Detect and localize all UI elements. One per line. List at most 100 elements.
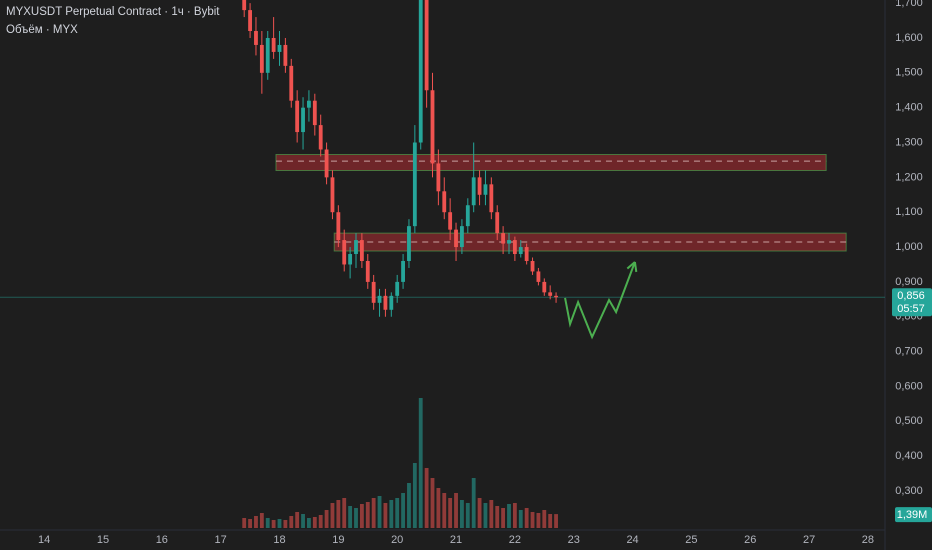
- candle-body: [365, 260, 370, 282]
- candle-body: [489, 184, 494, 213]
- candle-body: [483, 184, 488, 195]
- x-tick-label: 18: [273, 534, 285, 546]
- candle-body: [295, 100, 300, 133]
- candle-body: [460, 226, 464, 248]
- volume-bar: [407, 483, 411, 528]
- plot: [0, 0, 885, 528]
- candle-body: [318, 125, 323, 150]
- candle-body: [448, 212, 453, 230]
- y-tick-label: 0,600: [895, 380, 923, 392]
- candle-body: [436, 163, 441, 192]
- volume-bar: [548, 514, 553, 528]
- volume-bar: [412, 463, 417, 528]
- x-tick-label: 15: [97, 534, 109, 546]
- x-tick-label: 17: [215, 534, 227, 546]
- volume-bar: [430, 478, 435, 528]
- candle-body: [324, 149, 329, 178]
- volume-bar: [507, 504, 511, 528]
- y-tick-label: 0,500: [895, 415, 923, 427]
- volume-bar: [248, 519, 252, 528]
- x-tick-label: 16: [156, 534, 168, 546]
- y-tick-label: 1,600: [895, 32, 923, 44]
- candle-body: [518, 247, 523, 255]
- candle-body: [271, 37, 276, 52]
- x-tick-label: 24: [626, 534, 638, 546]
- projection-line: [564, 261, 636, 340]
- candle-body: [507, 240, 511, 244]
- x-tick-label: 19: [332, 534, 344, 546]
- volume-badge-label: 1,39M: [897, 509, 928, 521]
- candle-body: [407, 226, 411, 261]
- volume-bar: [365, 502, 370, 528]
- volume-bar: [483, 503, 488, 528]
- candle-body: [418, 0, 423, 143]
- volume-bar: [354, 508, 358, 528]
- volume-bar: [471, 478, 476, 528]
- volume-bar: [383, 503, 388, 528]
- volume-bar: [460, 500, 464, 528]
- volume-bar: [495, 506, 500, 528]
- y-tick-label: 1,400: [895, 102, 923, 114]
- volume-bar: [289, 516, 294, 528]
- candle-body: [277, 44, 282, 52]
- volume-bar: [477, 498, 482, 528]
- candle-body: [454, 229, 458, 248]
- candle-body: [512, 240, 517, 255]
- volume-bar: [489, 500, 494, 528]
- volume-bar: [318, 515, 323, 528]
- candle-body: [389, 295, 394, 310]
- candle-body: [424, 0, 429, 91]
- candle-body: [348, 254, 353, 265]
- volume-bar: [448, 498, 453, 528]
- volume-bar: [536, 513, 541, 528]
- volume-bar: [359, 504, 364, 528]
- volume-bar: [518, 510, 523, 528]
- volume-bar: [542, 510, 547, 528]
- y-tick-label: 0,700: [895, 345, 923, 357]
- candle-body: [259, 44, 264, 73]
- candle-body: [471, 177, 476, 206]
- candle-body: [283, 44, 288, 66]
- volume-bar: [424, 468, 429, 528]
- y-tick-label: 1,200: [895, 171, 923, 183]
- candle-body: [383, 295, 388, 310]
- volume-bar: [277, 519, 282, 528]
- candle-body: [548, 292, 553, 296]
- x-tick-label: 27: [803, 534, 815, 546]
- volume-bar: [530, 512, 535, 528]
- volume-bar: [283, 520, 288, 528]
- candle-body: [401, 260, 405, 282]
- candle-body: [554, 295, 558, 298]
- y-tick-label: 0,900: [895, 276, 923, 288]
- candle-body: [412, 142, 417, 227]
- volume-bar: [271, 520, 276, 528]
- candle-body: [442, 191, 447, 213]
- x-tick-label: 28: [862, 534, 874, 546]
- candle-body: [312, 100, 317, 126]
- volume-bar: [336, 500, 341, 528]
- x-tick-label: 23: [568, 534, 580, 546]
- projection-arrowhead: [626, 261, 636, 270]
- volume-bar: [465, 503, 470, 528]
- candle-body: [354, 240, 358, 255]
- volume-bar: [242, 518, 247, 528]
- volume-bar: [554, 514, 558, 528]
- y-tick-label: 0,400: [895, 450, 923, 462]
- volume-bar: [254, 516, 258, 528]
- price-badge: [892, 288, 932, 317]
- volume-bar: [324, 510, 329, 528]
- candle-body: [495, 212, 500, 234]
- candle-body: [530, 260, 535, 272]
- candle-body: [542, 281, 547, 293]
- candle-body: [477, 177, 482, 195]
- candle-body: [307, 100, 311, 108]
- volume-bar: [389, 500, 394, 528]
- volume-bar: [377, 496, 382, 528]
- candle-body: [524, 247, 529, 261]
- volume-bar: [395, 498, 400, 528]
- symbol-title: MYXUSDT Perpetual Contract · 1ч · Bybit: [6, 6, 220, 18]
- volume-bar: [371, 498, 376, 528]
- candle-body: [265, 37, 270, 73]
